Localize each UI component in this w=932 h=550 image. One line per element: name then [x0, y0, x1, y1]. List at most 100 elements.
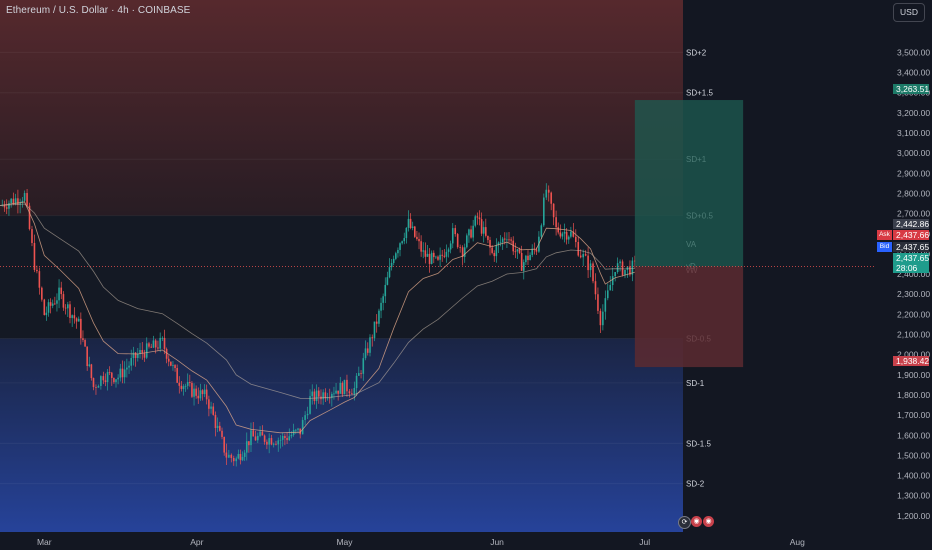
candle-body [343, 379, 346, 395]
candle-body [547, 189, 550, 193]
replay-icon[interactable]: ◉ [691, 516, 702, 527]
candle-body [182, 386, 185, 389]
mid-price-tag: 2,442.86 [893, 219, 929, 229]
candle-body [84, 340, 86, 347]
candle-body [191, 382, 193, 397]
candle-body [567, 236, 570, 240]
candle-body [324, 392, 327, 399]
candle-body [174, 365, 176, 369]
time-axis-background [0, 532, 932, 550]
price-axis-tick: 2,900.00 [897, 168, 930, 178]
candle-body [333, 393, 335, 395]
candle-body [375, 321, 378, 324]
candle-body [614, 272, 616, 277]
candle-body [261, 431, 264, 436]
candle-body [602, 311, 604, 326]
candle-body [499, 242, 502, 244]
candle-body [297, 428, 299, 430]
candle-body [117, 377, 119, 380]
candle-body [399, 243, 401, 250]
candle-body [219, 425, 221, 431]
candle-body [454, 228, 457, 235]
band-label: SD-1.5 [686, 439, 711, 448]
candle-body [428, 253, 431, 264]
candle-body [97, 385, 100, 388]
alert-icon[interactable]: ⟳ [678, 516, 691, 529]
currency-button[interactable]: USD [893, 3, 925, 22]
candle-body [19, 202, 21, 205]
candle-body [62, 294, 65, 308]
candle-body [38, 271, 41, 288]
candle-body [346, 379, 348, 392]
candle-body [435, 256, 437, 258]
candle-body [259, 431, 261, 436]
candle-body [306, 413, 309, 416]
candle-body [145, 343, 148, 358]
candle-body [395, 253, 397, 259]
candle-body [611, 276, 614, 286]
candle-body [33, 243, 36, 270]
candle-body [497, 242, 500, 246]
candle-body [599, 310, 602, 326]
candle-body [495, 245, 498, 257]
candle-body [592, 263, 594, 282]
candle-body [335, 390, 337, 394]
price-axis-tick: 3,200.00 [897, 108, 930, 118]
candle-body [609, 285, 612, 291]
candle-body [195, 388, 197, 396]
candle-body [69, 304, 71, 318]
candle-body [441, 254, 444, 256]
candle-body [405, 227, 408, 239]
price-axis-tick: 3,000.00 [897, 148, 930, 158]
candle-body [272, 443, 275, 445]
candle-body [148, 343, 150, 347]
middle-band-fill [0, 215, 683, 339]
candle-body [216, 425, 219, 429]
candle-body [139, 350, 141, 354]
candle-body [161, 337, 164, 339]
candle-body [516, 249, 519, 252]
candle-body [416, 236, 418, 240]
candle-body [104, 380, 107, 383]
candle-body [241, 456, 244, 461]
candle-body [606, 290, 609, 299]
compare-icon[interactable]: ◉ [703, 516, 714, 527]
candle-body [45, 312, 48, 316]
ask-label: Ask [877, 230, 892, 240]
price-axis-tick: 2,700.00 [897, 209, 930, 219]
ask-price-tag: 2,437.66 [893, 230, 929, 240]
candle-body [456, 234, 459, 248]
price-axis-tick: 1,400.00 [897, 471, 930, 481]
candle-body [351, 393, 353, 395]
candle-body [348, 391, 351, 394]
price-axis-tick: 2,400.00 [897, 269, 930, 279]
candle-body [64, 307, 67, 309]
candle-body [277, 440, 280, 445]
candle-body [388, 267, 391, 278]
candle-body [616, 263, 619, 273]
candle-body [95, 387, 97, 388]
candle-body [106, 372, 109, 383]
candle-body [472, 225, 474, 238]
bid-label: Bid [877, 242, 892, 252]
candle-body [489, 239, 491, 248]
candle-body [403, 238, 406, 242]
candle-body [579, 255, 582, 258]
candle-body [284, 435, 286, 439]
price-axis-tick: 1,200.00 [897, 511, 930, 521]
candle-body [86, 346, 88, 367]
candle-body [466, 235, 468, 248]
candle-body [529, 254, 531, 261]
candle-body [409, 218, 412, 228]
candle-body [369, 337, 371, 353]
candle-body [315, 390, 318, 402]
candle-body [619, 261, 621, 264]
candle-body [239, 454, 242, 461]
candle-body [597, 294, 599, 311]
candle-body [165, 348, 168, 359]
candle-body [58, 287, 60, 301]
candle-body [545, 189, 548, 198]
candle-body [123, 369, 126, 378]
price-axis-tick: 1,300.00 [897, 491, 930, 501]
